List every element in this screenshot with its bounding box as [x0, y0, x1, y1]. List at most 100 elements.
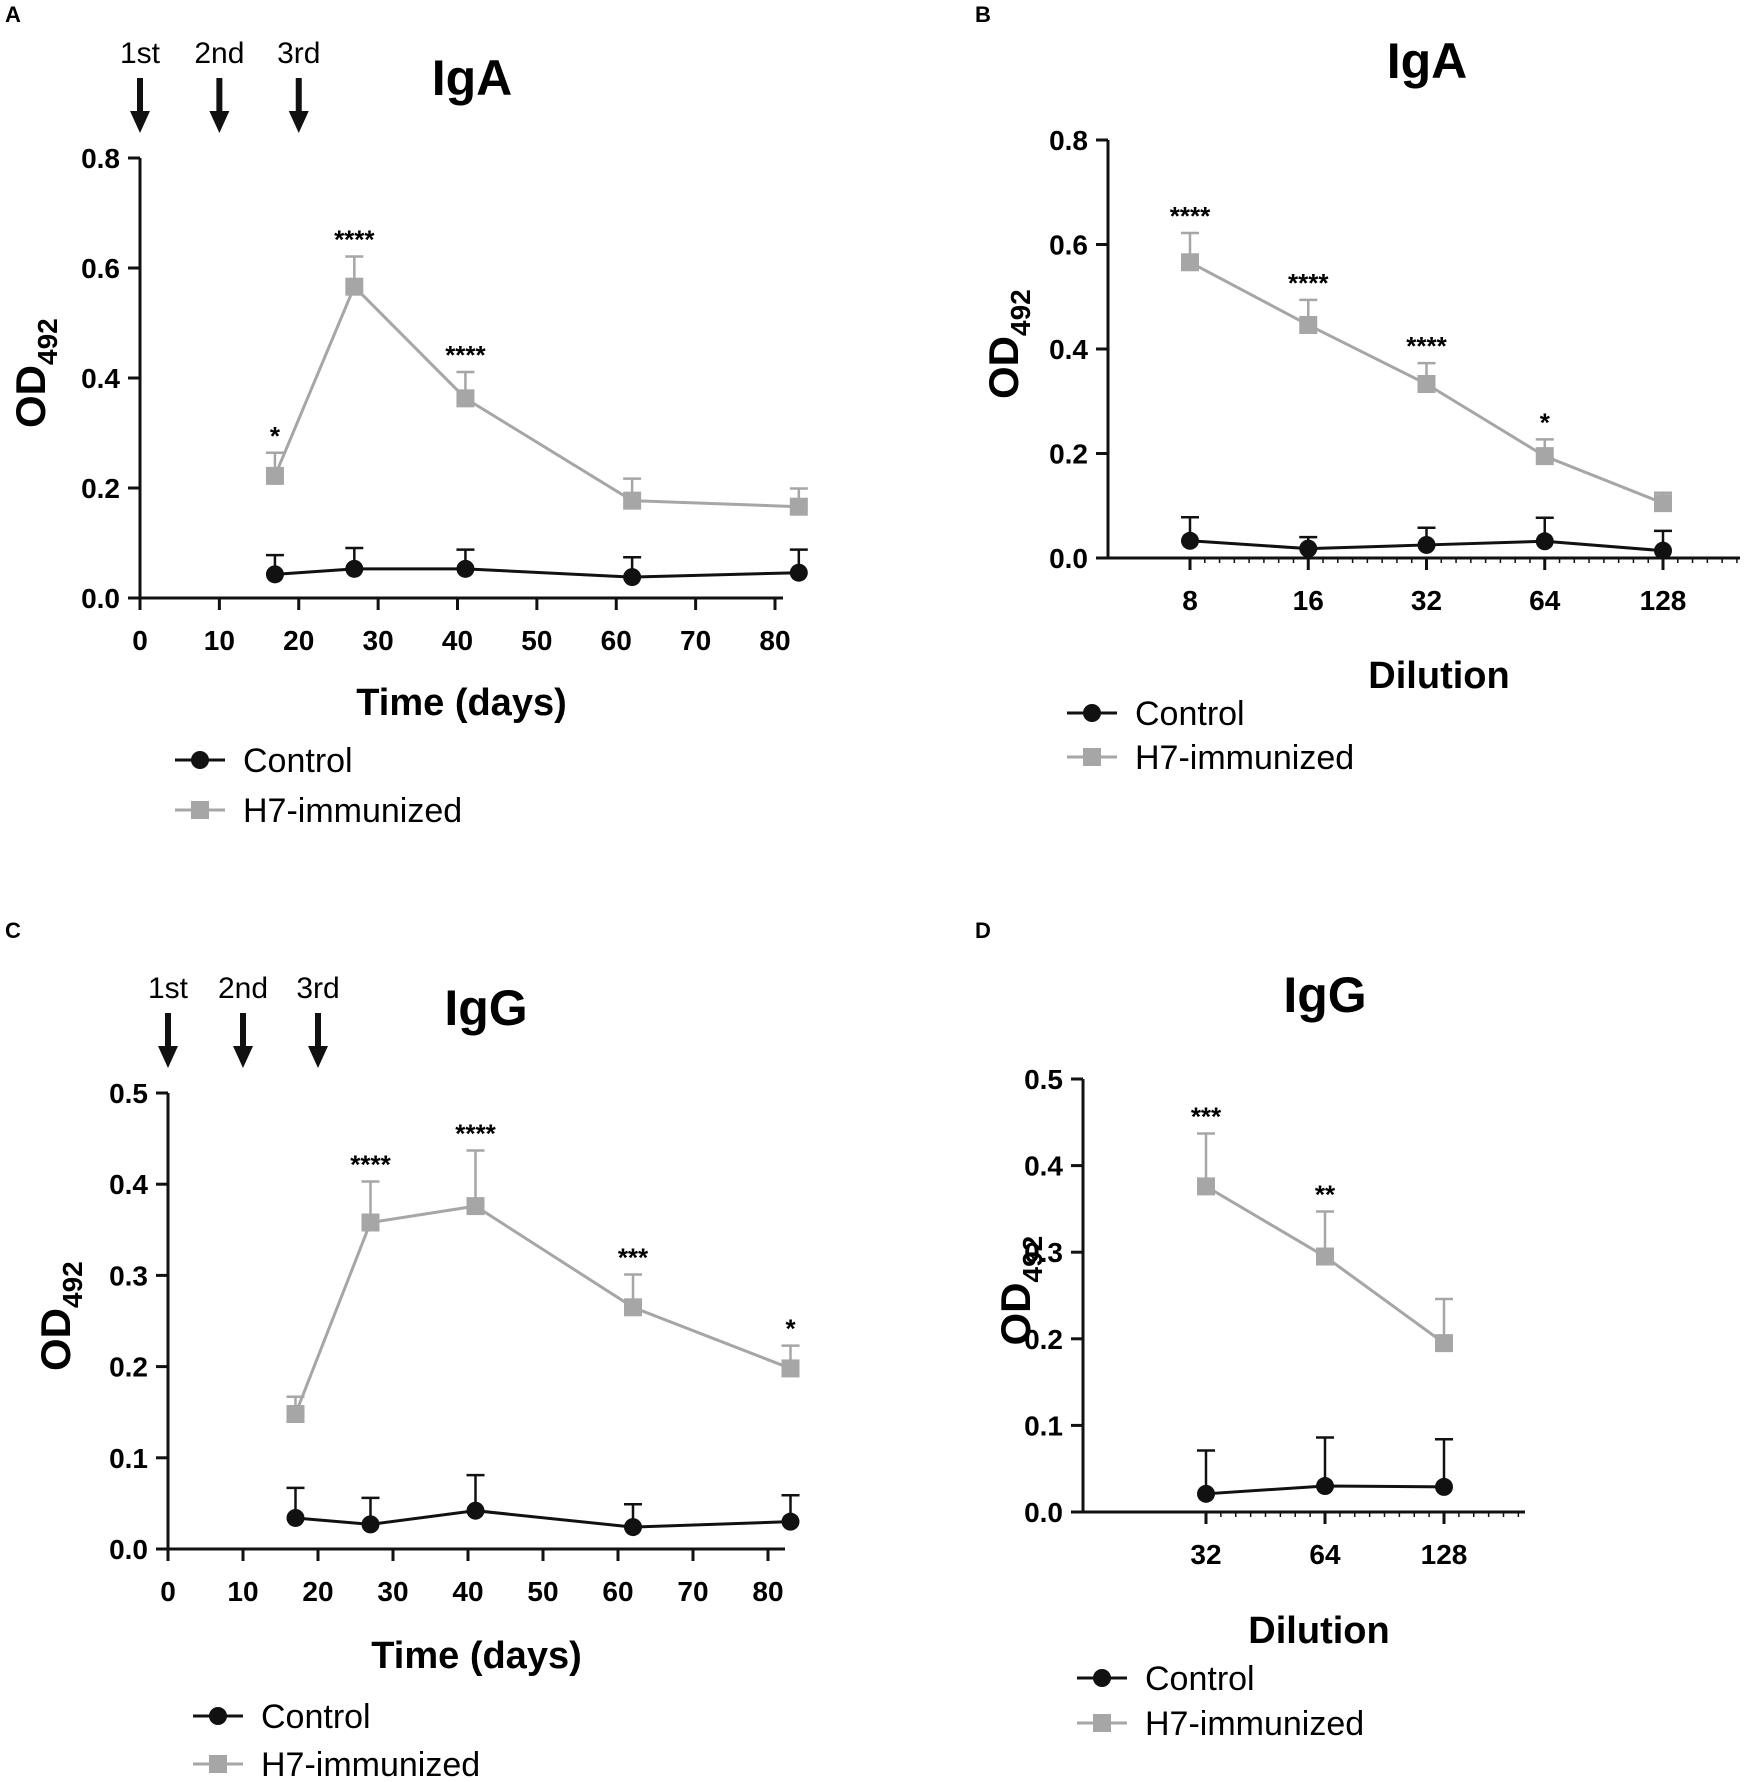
- series-h7-immunized: *************: [1170, 201, 1672, 513]
- data-point-circle: [466, 1501, 485, 1520]
- significance-label: **: [1315, 1179, 1336, 1209]
- chart-panel-d: D IgG 0.0 0.1 0.2 0.3 0.4 0.5 32 64 128 Dilution OD4…: [975, 918, 1525, 1743]
- data-point-square: [1535, 447, 1554, 466]
- data-point-square: [1417, 375, 1436, 394]
- y-tick-label: 0.0: [109, 1534, 148, 1565]
- significance-label: ***: [1191, 1102, 1222, 1132]
- legend-marker-circle: [1093, 1669, 1111, 1687]
- x-tick-label: 50: [521, 625, 552, 656]
- significance-label: *: [785, 1314, 796, 1344]
- data-point-circle: [1181, 531, 1199, 550]
- series-control: [1197, 1436, 1453, 1503]
- data-point-circle: [1316, 1477, 1334, 1496]
- data-point-circle: [1535, 532, 1554, 551]
- x-tick-label: 8: [1182, 585, 1198, 616]
- x-tick-label: 10: [227, 1576, 258, 1607]
- x-tick-label: 50: [527, 1576, 558, 1607]
- x-tick-label: 20: [302, 1576, 333, 1607]
- x-axis-label: Dilution: [1368, 655, 1509, 697]
- data-point-square: [781, 1359, 800, 1378]
- series-control: [1181, 515, 1672, 560]
- x-tick-label: 80: [752, 1576, 783, 1607]
- dose-arrow-label: 3rd: [277, 37, 320, 70]
- y-axis-label: OD492: [32, 1261, 88, 1371]
- data-point-circle: [1435, 1477, 1453, 1496]
- significance-label: *: [270, 421, 281, 451]
- dose-arrow-head: [130, 111, 150, 133]
- panel-letter: B: [975, 2, 991, 27]
- x-tick-label: 40: [442, 625, 473, 656]
- legend-label: H7-immunized: [1145, 1705, 1364, 1743]
- legend: Control H7-immunized: [1077, 1660, 1364, 1743]
- y-tick-label: 0.6: [1049, 230, 1088, 261]
- x-tick-label: 32: [1411, 585, 1442, 616]
- significance-label: ****: [1288, 268, 1329, 298]
- data-point-circle: [456, 559, 475, 578]
- data-point-circle: [361, 1515, 380, 1534]
- data-point-square: [789, 497, 808, 516]
- series-control: [265, 546, 808, 587]
- data-point-square: [286, 1405, 305, 1424]
- data-point-square: [1435, 1334, 1453, 1353]
- x-tick-label: 0: [132, 625, 148, 656]
- x-tick-label: 30: [363, 625, 394, 656]
- dose-arrow-label: 1st: [120, 37, 161, 70]
- data-point-square: [345, 277, 364, 296]
- legend-marker-square: [1083, 748, 1101, 766]
- data-point-square: [466, 1197, 485, 1216]
- x-tick-label: 70: [680, 625, 711, 656]
- data-point-square: [1299, 315, 1318, 334]
- y-tick-label: 0.2: [81, 473, 120, 504]
- x-tick-label: 32: [1190, 1539, 1221, 1570]
- x-tick-label: 128: [1640, 585, 1687, 616]
- chart-panel-c: C IgG 0.0 0.1 0.2 0.3 0.4 0.5 0 10 20 30 40 50 60 70 80 T…: [5, 918, 800, 1782]
- data-point-circle: [286, 1508, 305, 1527]
- dose-arrow-label: 2nd: [218, 972, 268, 1005]
- data-point-circle: [624, 1518, 642, 1537]
- y-tick-label: 0.0: [81, 583, 120, 614]
- x-tick-label: 70: [677, 1576, 708, 1607]
- data-point-circle: [1654, 541, 1672, 560]
- x-tick-label: 20: [283, 625, 314, 656]
- y-axis-label: OD492: [7, 318, 63, 428]
- y-tick-label: 0.2: [109, 1352, 148, 1383]
- y-tick-label: 0.6: [81, 253, 120, 284]
- y-tick-label: 0.0: [1024, 1497, 1063, 1528]
- y-tick-label: 0.1: [1024, 1410, 1063, 1441]
- legend-marker-circle: [209, 1707, 227, 1725]
- chart-title: IgA: [1387, 33, 1468, 89]
- legend: Control H7-immunized: [1067, 695, 1354, 777]
- x-tick-label: 60: [601, 625, 632, 656]
- significance-label: *: [1540, 407, 1551, 437]
- legend-label: Control: [261, 1698, 371, 1736]
- x-tick-label: 40: [452, 1576, 483, 1607]
- dose-arrow-head: [209, 111, 230, 133]
- panel-letter: C: [5, 918, 21, 943]
- y-tick-label: 0.2: [1049, 439, 1088, 470]
- legend-marker-square: [191, 801, 209, 819]
- data-point-square: [1654, 494, 1672, 513]
- y-tick-label: 0.4: [1024, 1151, 1063, 1182]
- y-axis-label: OD492: [980, 289, 1036, 399]
- significance-label: ****: [445, 340, 486, 370]
- data-point-circle: [1417, 535, 1436, 554]
- y-tick-label: 0.2: [1024, 1324, 1063, 1355]
- legend: Control H7-immunized: [175, 742, 462, 830]
- series-line: [273, 284, 799, 509]
- x-tick-label: 80: [759, 625, 790, 656]
- data-point-square: [624, 1298, 642, 1317]
- legend-label: H7-immunized: [261, 1746, 480, 1782]
- data-point-square: [456, 389, 475, 408]
- data-point-circle: [1299, 539, 1318, 558]
- significance-label: ****: [350, 1149, 391, 1179]
- series-h7-immunized: *****: [1191, 1102, 1453, 1353]
- data-point-square: [1197, 1177, 1215, 1196]
- panel-letter: D: [975, 918, 991, 943]
- significance-label: ****: [455, 1118, 496, 1148]
- legend: Control H7-immunized: [193, 1698, 480, 1782]
- data-point-square: [1181, 253, 1199, 272]
- x-axis-label: Dilution: [1248, 1610, 1389, 1652]
- x-tick-label: 64: [1309, 1539, 1341, 1570]
- data-point-circle: [345, 559, 364, 578]
